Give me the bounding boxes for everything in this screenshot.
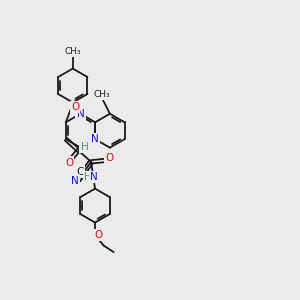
Text: O: O — [65, 158, 73, 168]
Text: C: C — [77, 167, 84, 177]
Text: O: O — [95, 230, 103, 240]
Text: CH₃: CH₃ — [93, 90, 110, 99]
Text: N: N — [71, 176, 79, 186]
Text: H: H — [81, 142, 88, 152]
Text: N: N — [91, 134, 99, 144]
Text: H: H — [84, 172, 92, 182]
Text: N: N — [76, 109, 84, 119]
Text: CH₃: CH₃ — [64, 47, 81, 56]
Text: O: O — [71, 102, 79, 112]
Text: O: O — [105, 153, 113, 163]
Text: N: N — [90, 172, 98, 182]
